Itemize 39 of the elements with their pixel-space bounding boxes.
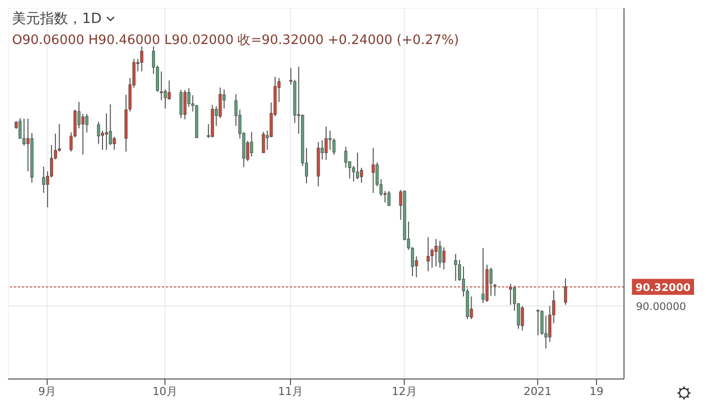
candlestick [360,167,363,184]
candlestick [426,236,430,272]
candlestick [108,104,112,146]
candlestick [372,148,375,194]
candlestick [454,253,458,282]
candlestick [104,112,108,150]
candlestick [179,89,182,119]
candlestick [250,131,254,157]
x-tick-label: 10月 [152,384,178,398]
candlestick [356,152,360,180]
candlestick [332,138,336,156]
candlestick [22,118,26,146]
candlestick [434,238,438,268]
candlestick [97,121,100,144]
candlestick [42,166,46,194]
candlestick [140,46,144,72]
candlestick [324,126,328,160]
chart-title: 美元指数，1D [12,10,102,28]
candlestick [430,248,434,268]
candlestick [520,305,524,332]
candlestick [352,165,356,182]
candlestick [262,131,265,154]
x-tick-label: 11月 [278,384,303,398]
candlestick [442,246,446,270]
candlestick [328,130,332,150]
candlestick [81,113,84,156]
candlestick [540,310,544,336]
y-tick-label: 90.32000 [635,282,691,294]
candlestick [387,190,390,207]
candlestick [438,240,442,268]
candlestick [183,89,186,120]
x-tick-label: 19 [590,384,604,398]
y-tick-label: 90.00000 [636,300,686,313]
x-tick-label: 9月 [38,384,56,398]
x-tick-label: 2021 [524,384,552,398]
text: O90.06000 H90.46000 L90.02000 收=90.32000 +0.24000 (+0.27%) [12,32,459,49]
candlestick [482,247,485,304]
candlestick [536,309,540,336]
x-tick-label: 12月 [392,384,417,398]
